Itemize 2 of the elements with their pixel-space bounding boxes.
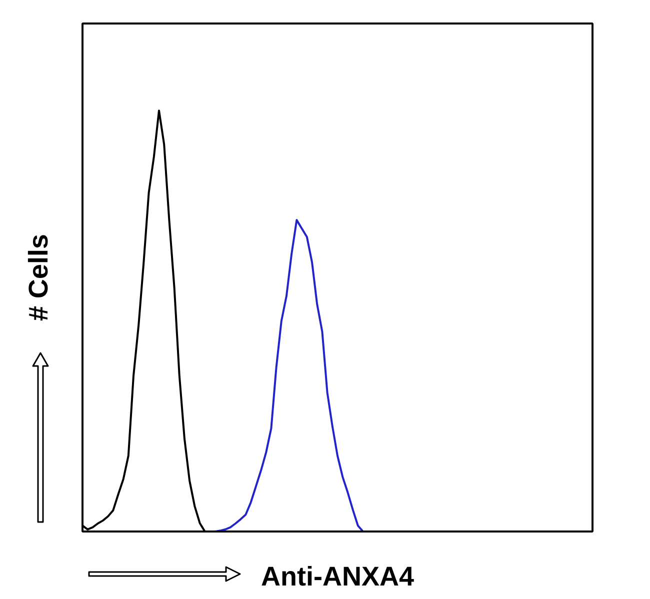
x-axis-title: Anti-ANXA4 (261, 562, 414, 592)
y-axis-title: # Cells (24, 234, 54, 322)
